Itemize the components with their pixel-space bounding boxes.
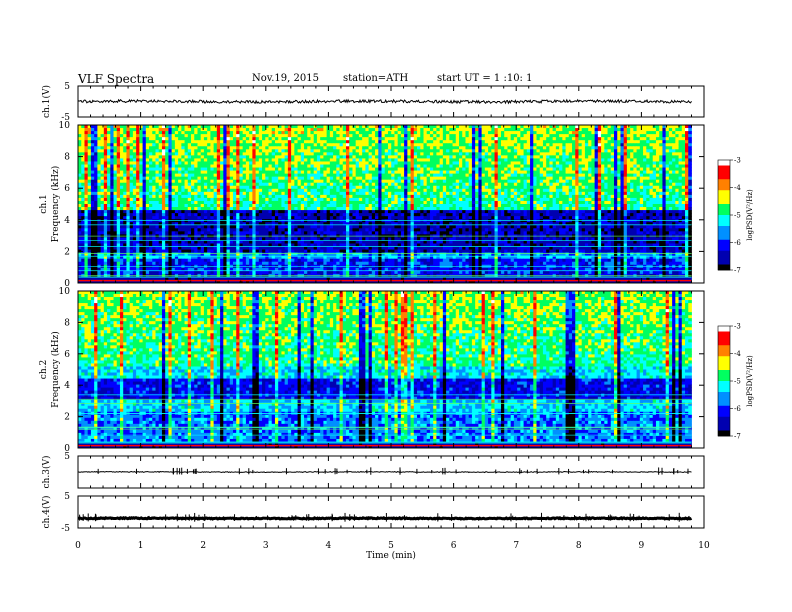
ch1-spectrogram-ylabel: Frequency (kHz)	[50, 166, 61, 243]
ch2-spectrogram-image	[78, 291, 692, 448]
x-tick-label: 2	[200, 541, 206, 551]
ch3-waveform-trace	[78, 472, 692, 473]
ch2-spectrogram-ytick-label: 4	[64, 381, 70, 391]
x-tick-label: 8	[576, 541, 582, 551]
ch1-spectrogram-colorbar-tick-label: -6	[734, 239, 741, 247]
x-tick-label: 9	[639, 541, 645, 551]
ch1-spectrogram-colorbar-tick-label: -7	[734, 267, 741, 275]
ch2-spectrogram-ytick-label: 8	[64, 318, 70, 328]
x-tick-label: 5	[388, 541, 394, 551]
x-tick-label: 6	[451, 541, 457, 551]
x-tick-label: 1	[138, 541, 144, 551]
ch2-spectrogram-ytick-label: 10	[59, 287, 71, 297]
ch2-spectrogram-ytick-label: 6	[64, 350, 70, 360]
ch2-spectrogram-colorbar-tick-label: -5	[734, 378, 741, 386]
ch1-spectrogram-colorbar-tick-label: -4	[734, 184, 741, 192]
ch1-spectrogram-channel-label: ch.1	[39, 194, 49, 213]
ch1-waveform-ylabel: ch.1(V)	[41, 85, 52, 118]
ch1-spectrogram-colorbar-tick-label: -5	[734, 212, 741, 220]
ch1-spectrogram-colorbar-label: logPSD(V²/Hz)	[746, 189, 754, 241]
x-tick-label: 7	[513, 541, 519, 551]
ch4-waveform-trace	[78, 518, 692, 519]
ch2-spectrogram-colorbar	[718, 326, 730, 436]
x-tick-label: 0	[75, 541, 81, 551]
ch2-spectrogram-colorbar-tick-label: -4	[734, 350, 741, 358]
ch3-waveform-ytick-label: 5	[64, 452, 70, 462]
ch2-spectrogram-colorbar-tick-label: -7	[734, 433, 741, 441]
ch2-spectrogram-colorbar-label: logPSD(V²/Hz)	[746, 355, 754, 407]
ch1-spectrogram-ytick-label: 6	[64, 184, 70, 194]
ch1-spectrogram-ytick-label: 8	[64, 153, 70, 163]
ch2-spectrogram-ytick-label: 2	[64, 413, 70, 423]
ch1-spectrogram-ytick-label: 4	[64, 216, 70, 226]
ch1-waveform-ytick-label: 5	[64, 82, 70, 92]
ch1-spectrogram-colorbar-tick-label: -3	[734, 157, 741, 165]
x-tick-label: 3	[263, 541, 269, 551]
ch3-waveform-ylabel: ch.3(V)	[41, 456, 52, 489]
ch2-spectrogram-colorbar-tick-label: -6	[734, 405, 741, 413]
ch1-spectrogram-ytick-label: 2	[64, 247, 70, 257]
ch1-spectrogram-image	[78, 125, 692, 283]
ch1-spectrogram-colorbar	[718, 160, 730, 270]
x-axis-label: Time (min)	[366, 550, 416, 561]
ch2-spectrogram-channel-label: ch.2	[39, 360, 49, 379]
ch2-spectrogram-ylabel: Frequency (kHz)	[50, 331, 61, 408]
ch1-waveform-trace	[78, 100, 692, 104]
ch4-waveform-ytick-label: -5	[61, 524, 70, 534]
x-tick-label: 4	[326, 541, 332, 551]
ch4-waveform-ytick-label: 5	[64, 492, 70, 502]
ch2-spectrogram-colorbar-tick-label: -3	[734, 323, 741, 331]
ch4-waveform-ylabel: ch.4(V)	[41, 496, 52, 529]
ch1-spectrogram-ytick-label: 10	[59, 121, 71, 131]
x-tick-label: 10	[698, 541, 710, 551]
